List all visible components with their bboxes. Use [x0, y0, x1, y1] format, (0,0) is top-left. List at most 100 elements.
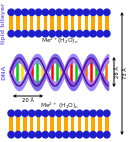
FancyBboxPatch shape	[44, 116, 47, 124]
Circle shape	[97, 31, 103, 37]
Circle shape	[56, 110, 62, 116]
Circle shape	[63, 131, 69, 138]
FancyBboxPatch shape	[78, 116, 81, 124]
Circle shape	[35, 131, 42, 138]
FancyBboxPatch shape	[57, 15, 61, 23]
FancyBboxPatch shape	[91, 15, 95, 23]
FancyBboxPatch shape	[50, 124, 54, 131]
Circle shape	[42, 110, 49, 116]
FancyBboxPatch shape	[44, 124, 47, 131]
Circle shape	[56, 31, 62, 37]
FancyBboxPatch shape	[64, 124, 68, 131]
Circle shape	[15, 110, 21, 116]
FancyBboxPatch shape	[64, 23, 68, 31]
FancyBboxPatch shape	[105, 116, 109, 124]
Circle shape	[56, 9, 62, 15]
Circle shape	[15, 131, 21, 138]
Circle shape	[35, 9, 42, 15]
FancyBboxPatch shape	[105, 23, 109, 31]
FancyBboxPatch shape	[105, 124, 109, 131]
Circle shape	[90, 31, 96, 37]
FancyBboxPatch shape	[78, 23, 81, 31]
Circle shape	[42, 31, 49, 37]
FancyBboxPatch shape	[98, 124, 102, 131]
Text: 28 Å: 28 Å	[115, 66, 120, 78]
Text: DNA: DNA	[1, 64, 6, 80]
FancyBboxPatch shape	[71, 23, 74, 31]
FancyBboxPatch shape	[10, 124, 13, 131]
Circle shape	[22, 9, 28, 15]
Circle shape	[104, 131, 110, 138]
Circle shape	[29, 31, 35, 37]
FancyBboxPatch shape	[16, 23, 20, 31]
Circle shape	[42, 9, 49, 15]
FancyBboxPatch shape	[23, 124, 27, 131]
Circle shape	[97, 110, 103, 116]
FancyBboxPatch shape	[78, 15, 81, 23]
FancyBboxPatch shape	[85, 116, 88, 124]
FancyBboxPatch shape	[16, 116, 20, 124]
FancyBboxPatch shape	[71, 15, 74, 23]
Circle shape	[49, 31, 55, 37]
Circle shape	[76, 131, 83, 138]
FancyBboxPatch shape	[30, 23, 34, 31]
Circle shape	[97, 9, 103, 15]
FancyBboxPatch shape	[57, 124, 61, 131]
FancyBboxPatch shape	[37, 116, 40, 124]
Circle shape	[76, 9, 83, 15]
Text: 73 Å: 73 Å	[123, 68, 128, 79]
FancyBboxPatch shape	[10, 116, 13, 124]
FancyBboxPatch shape	[91, 124, 95, 131]
FancyBboxPatch shape	[23, 116, 27, 124]
Circle shape	[63, 110, 69, 116]
Circle shape	[49, 110, 55, 116]
Circle shape	[63, 9, 69, 15]
Circle shape	[90, 110, 96, 116]
Circle shape	[8, 31, 14, 37]
Circle shape	[63, 31, 69, 37]
FancyBboxPatch shape	[85, 124, 88, 131]
FancyBboxPatch shape	[71, 116, 74, 124]
FancyBboxPatch shape	[64, 116, 68, 124]
FancyBboxPatch shape	[105, 15, 109, 23]
Circle shape	[104, 110, 110, 116]
Circle shape	[8, 131, 14, 138]
FancyBboxPatch shape	[37, 15, 40, 23]
Circle shape	[15, 9, 21, 15]
FancyBboxPatch shape	[64, 15, 68, 23]
Circle shape	[35, 31, 42, 37]
FancyBboxPatch shape	[30, 124, 34, 131]
Circle shape	[29, 131, 35, 138]
Circle shape	[83, 110, 90, 116]
FancyBboxPatch shape	[71, 124, 74, 131]
FancyBboxPatch shape	[50, 116, 54, 124]
Circle shape	[90, 9, 96, 15]
Circle shape	[83, 9, 90, 15]
FancyBboxPatch shape	[37, 23, 40, 31]
Circle shape	[22, 131, 28, 138]
FancyBboxPatch shape	[16, 15, 20, 23]
FancyBboxPatch shape	[30, 15, 34, 23]
FancyBboxPatch shape	[98, 116, 102, 124]
FancyBboxPatch shape	[37, 124, 40, 131]
FancyBboxPatch shape	[10, 15, 13, 23]
Circle shape	[49, 131, 55, 138]
Circle shape	[29, 110, 35, 116]
Circle shape	[104, 9, 110, 15]
Circle shape	[83, 131, 90, 138]
Circle shape	[83, 31, 90, 37]
Circle shape	[69, 31, 76, 37]
Circle shape	[69, 110, 76, 116]
Text: 20 Å: 20 Å	[22, 98, 34, 103]
FancyBboxPatch shape	[44, 15, 47, 23]
Circle shape	[69, 9, 76, 15]
FancyBboxPatch shape	[85, 15, 88, 23]
Circle shape	[22, 31, 28, 37]
Circle shape	[97, 131, 103, 138]
FancyBboxPatch shape	[98, 15, 102, 23]
FancyBboxPatch shape	[30, 116, 34, 124]
Circle shape	[8, 110, 14, 116]
FancyBboxPatch shape	[50, 15, 54, 23]
FancyBboxPatch shape	[57, 23, 61, 31]
FancyBboxPatch shape	[98, 23, 102, 31]
